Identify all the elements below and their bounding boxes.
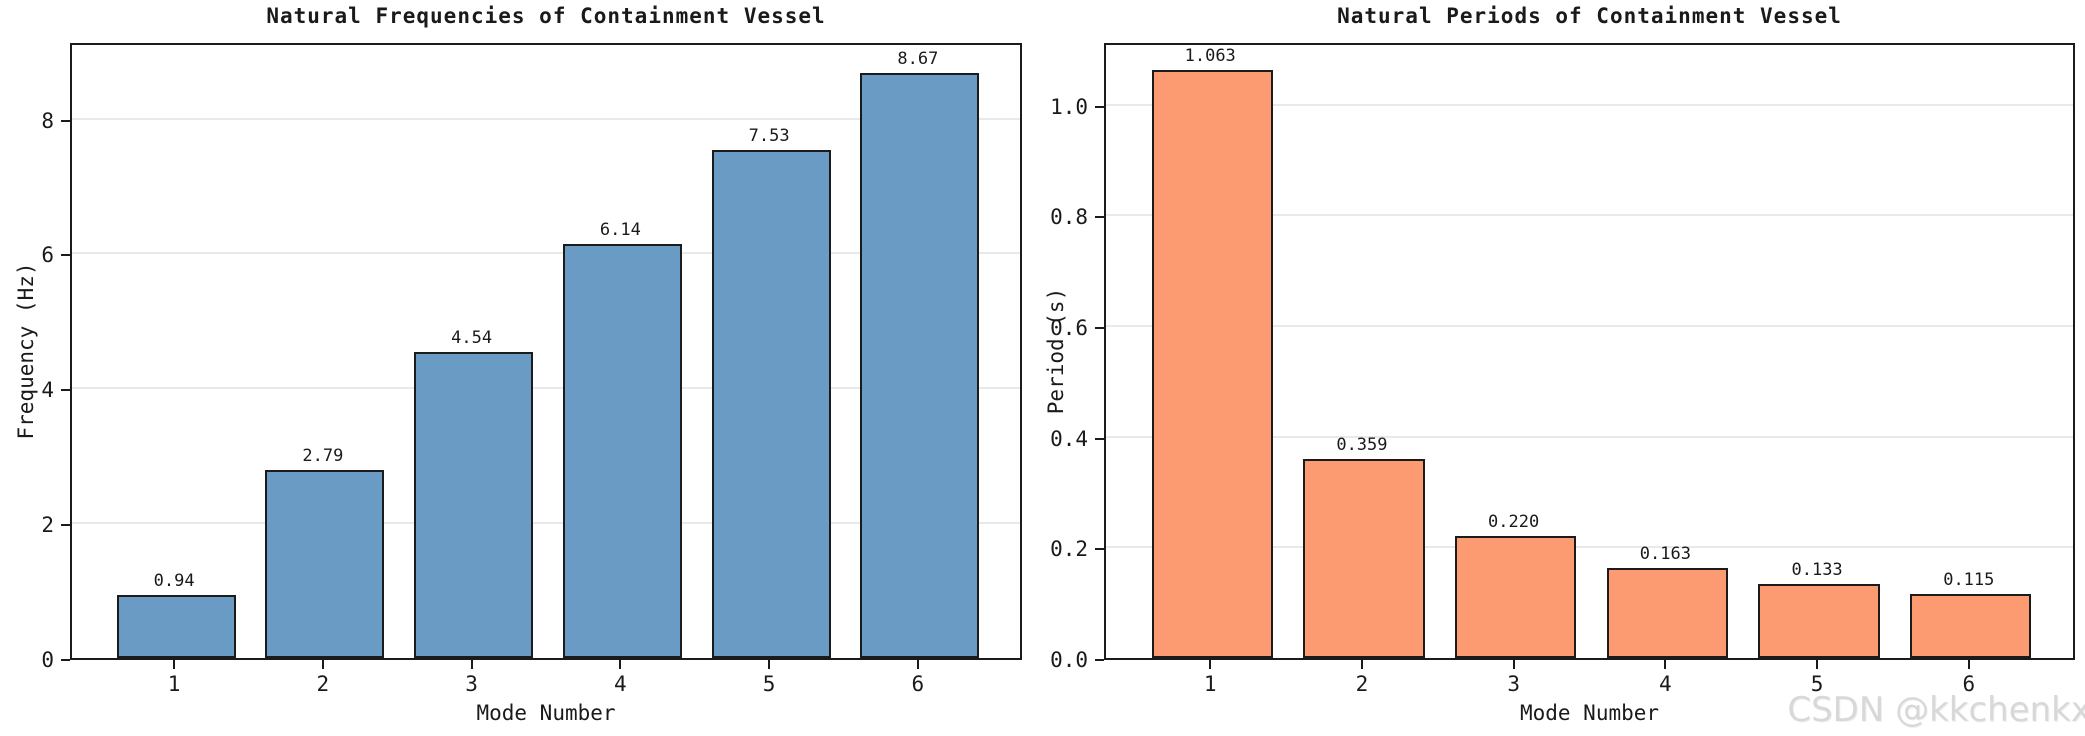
- x-tick-label: 6: [1962, 672, 1976, 696]
- y-tick-mark: [61, 389, 70, 392]
- frequency-y-axis-label: Frequency (Hz): [14, 262, 38, 440]
- gridline: [72, 252, 1020, 255]
- gridline: [1106, 546, 2073, 549]
- x-tick-mark: [1512, 660, 1515, 669]
- bar-value-label: 0.220: [1488, 512, 1540, 533]
- y-tick-mark: [1095, 105, 1104, 108]
- frequency-chart-title: Natural Frequencies of Containment Vesse…: [266, 4, 826, 28]
- bar-value-label: 4.54: [451, 327, 493, 348]
- x-tick-label: 3: [465, 672, 478, 696]
- x-tick-label: 1: [1203, 672, 1217, 696]
- x-tick-mark: [916, 660, 919, 669]
- bar-mode-1: [1151, 69, 1273, 658]
- period-chart-title: Natural Periods of Containment Vessel: [1337, 4, 1842, 28]
- y-tick-label: 2: [41, 513, 54, 538]
- y-tick-label: 1.0: [1050, 94, 1088, 119]
- x-tick-label: 5: [1810, 672, 1824, 696]
- bar-value-label: 0.94: [153, 570, 195, 591]
- bar-value-label: 7.53: [748, 126, 790, 147]
- y-tick-label: 8: [41, 108, 54, 133]
- bar-value-label: 0.163: [1639, 543, 1691, 564]
- bar-mode-2: [1303, 459, 1425, 658]
- bar-mode-3: [414, 351, 534, 658]
- x-tick-mark: [1816, 660, 1819, 669]
- y-tick-mark: [61, 524, 70, 527]
- gridline: [72, 522, 1020, 525]
- x-tick-mark: [1209, 660, 1212, 669]
- y-tick-label: 6: [41, 243, 54, 268]
- gridline: [1106, 435, 2073, 438]
- x-tick-mark: [173, 660, 176, 669]
- x-tick-mark: [1967, 660, 1970, 669]
- y-tick-mark: [1095, 659, 1104, 661]
- x-tick-mark: [619, 660, 622, 669]
- frequency-plot-area: [70, 43, 1022, 660]
- bar-value-label: 1.063: [1184, 45, 1236, 66]
- gridline: [72, 387, 1020, 390]
- bar-value-label: 0.359: [1336, 435, 1388, 456]
- y-tick-label: 0: [41, 648, 54, 672]
- y-tick-mark: [61, 659, 70, 661]
- x-tick-mark: [321, 660, 324, 669]
- period-plot-area: [1104, 43, 2075, 660]
- gridline: [1106, 103, 2073, 106]
- bar-value-label: 0.115: [1943, 570, 1995, 591]
- bar-mode-6: [860, 73, 980, 658]
- bar-mode-1: [116, 594, 236, 658]
- gridline: [1106, 324, 2073, 327]
- bar-value-label: 0.133: [1791, 560, 1843, 581]
- x-tick-mark: [768, 660, 771, 669]
- y-tick-mark: [61, 254, 70, 257]
- gridline: [1106, 214, 2073, 217]
- bar-mode-5: [711, 150, 831, 658]
- bar-value-label: 6.14: [599, 219, 641, 240]
- y-tick-label: 0.4: [1050, 426, 1088, 451]
- x-tick-label: 5: [762, 672, 776, 696]
- x-tick-label: 4: [1659, 672, 1672, 696]
- x-tick-mark: [470, 660, 473, 669]
- y-tick-mark: [61, 119, 70, 122]
- y-tick-label: 0.6: [1050, 315, 1088, 340]
- bar-mode-4: [1606, 567, 1729, 658]
- bar-value-label: 2.79: [302, 445, 344, 466]
- period-x-axis-label: Mode Number: [1519, 701, 1660, 725]
- bar-mode-5: [1758, 584, 1880, 658]
- x-tick-mark: [1664, 660, 1667, 669]
- y-tick-mark: [1095, 437, 1104, 440]
- y-tick-label: 0.0: [1050, 648, 1088, 672]
- bar-mode-2: [265, 469, 385, 658]
- bar-mode-4: [562, 243, 682, 658]
- bar-value-label: 8.67: [897, 49, 939, 70]
- y-tick-label: 0.2: [1050, 537, 1088, 562]
- bar-mode-3: [1454, 536, 1577, 658]
- y-tick-label: 0.8: [1050, 205, 1088, 230]
- x-tick-label: 1: [167, 672, 181, 696]
- x-tick-label: 6: [911, 672, 925, 696]
- x-tick-label: 2: [316, 672, 330, 696]
- x-tick-label: 4: [614, 672, 627, 696]
- gridline: [72, 117, 1020, 120]
- frequency-x-axis-label: Mode Number: [476, 701, 616, 725]
- x-tick-label: 2: [1355, 672, 1369, 696]
- period-y-axis-label: Period (s): [1044, 287, 1068, 415]
- watermark: CSDN @kkchenkx: [1787, 690, 2085, 730]
- y-tick-mark: [1095, 548, 1104, 551]
- y-tick-mark: [1095, 326, 1104, 329]
- y-tick-label: 4: [41, 378, 54, 403]
- x-tick-mark: [1360, 660, 1363, 669]
- bar-mode-6: [1910, 594, 2032, 658]
- y-tick-mark: [1095, 216, 1104, 219]
- x-tick-label: 3: [1507, 672, 1520, 696]
